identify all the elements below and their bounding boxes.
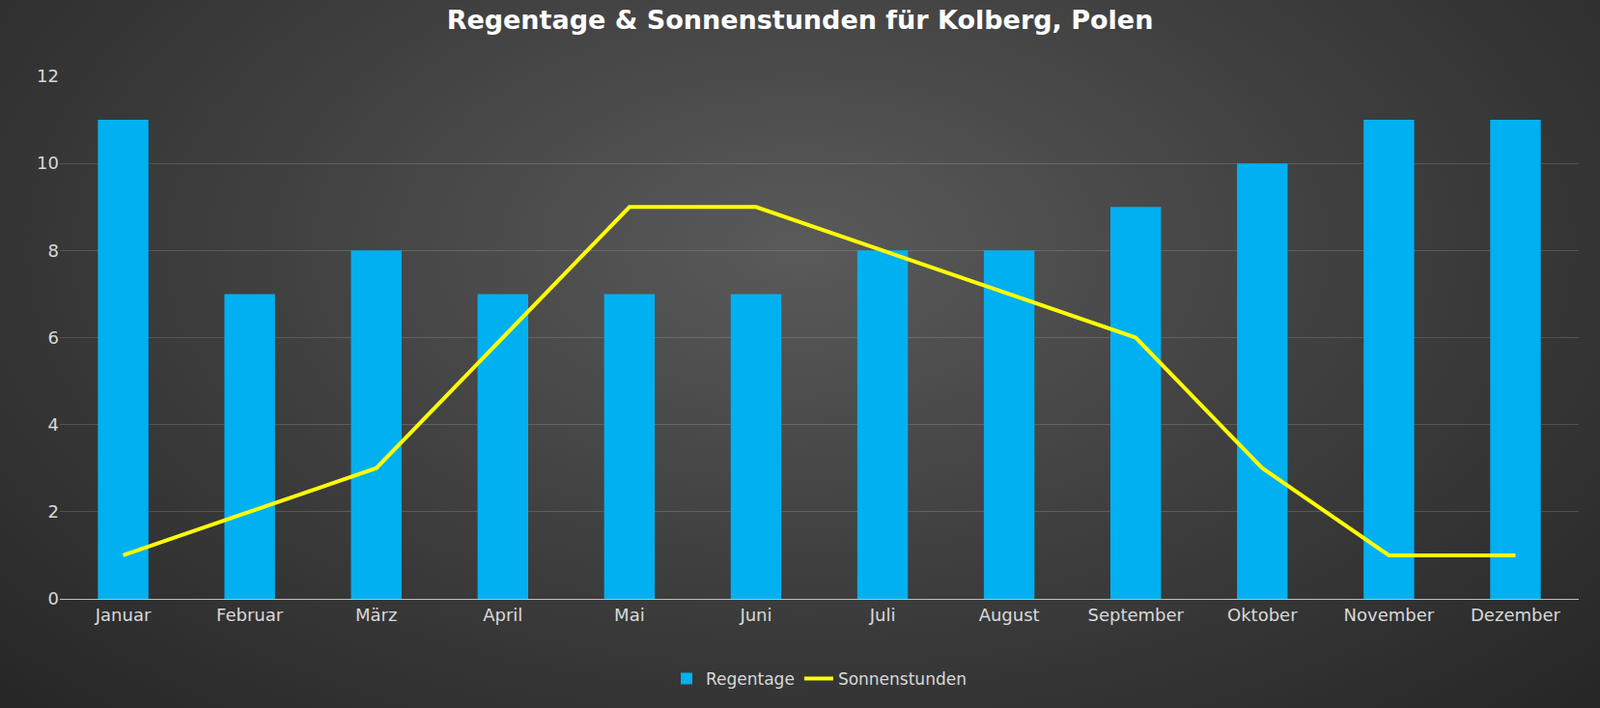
svg-text:2: 2: [48, 501, 59, 522]
svg-text:April: April: [482, 604, 523, 625]
svg-text:Oktober: Oktober: [1227, 604, 1298, 625]
svg-text:Dezember: Dezember: [1470, 604, 1561, 625]
svg-text:Sonnenstunden: Sonnenstunden: [838, 669, 967, 689]
svg-text:November: November: [1344, 604, 1435, 625]
svg-text:Februar: Februar: [216, 604, 284, 625]
svg-text:10: 10: [36, 152, 59, 173]
svg-text:Regentage: Regentage: [705, 669, 795, 689]
svg-text:4: 4: [48, 414, 59, 435]
svg-text:Mai: Mai: [614, 604, 646, 625]
svg-text:12: 12: [36, 65, 59, 86]
svg-text:Juli: Juli: [869, 604, 897, 625]
svg-text:Januar: Januar: [94, 604, 152, 625]
svg-text:6: 6: [48, 327, 59, 348]
svg-text:0: 0: [48, 588, 59, 609]
svg-text:August: August: [979, 604, 1040, 625]
svg-text:September: September: [1087, 604, 1184, 625]
svg-text:Regentage & Sonnenstunden für: Regentage & Sonnenstunden für Kolberg, P…: [447, 4, 1154, 35]
svg-text:Juni: Juni: [738, 604, 772, 625]
svg-text:8: 8: [48, 240, 59, 261]
svg-text:März: März: [355, 604, 397, 625]
